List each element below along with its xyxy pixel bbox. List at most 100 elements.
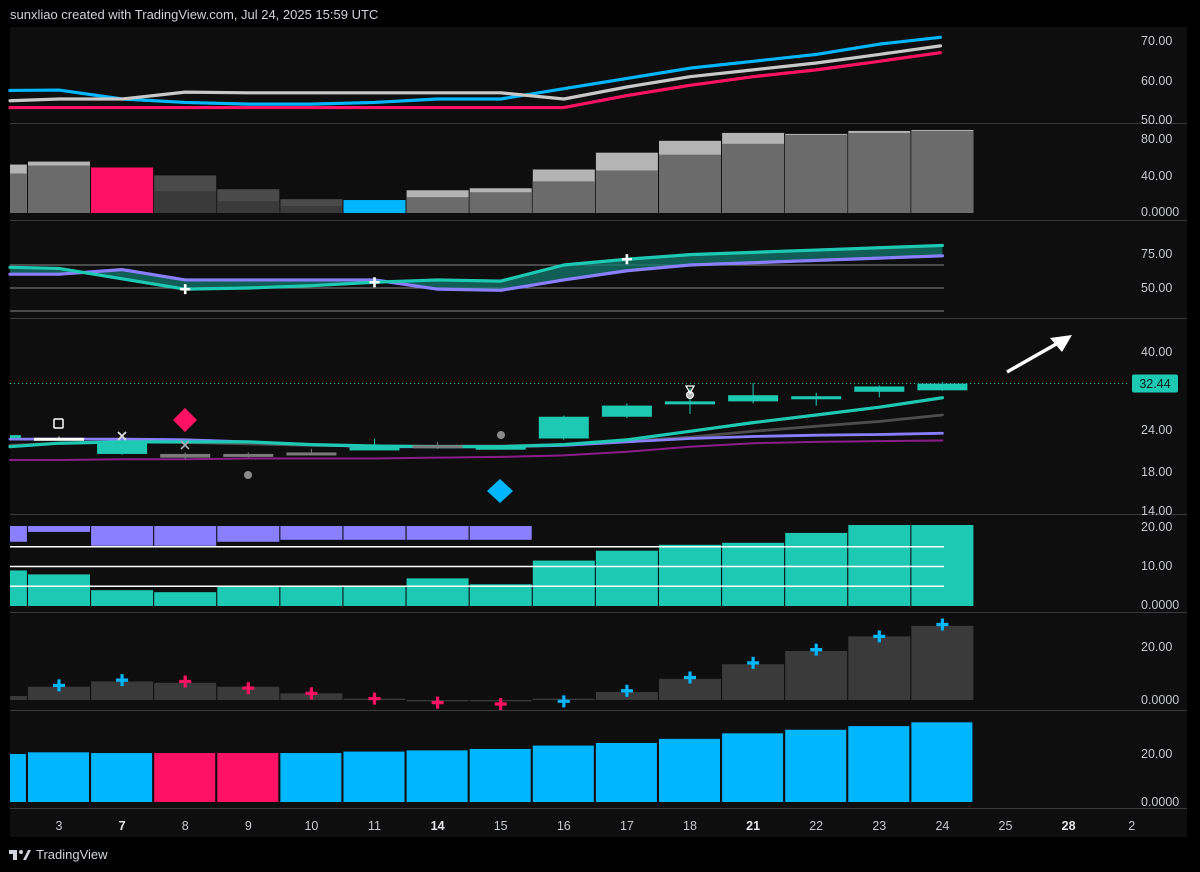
pane-4-tick: 14.00 [1141,504,1172,518]
last-price-badge [1132,374,1178,393]
signal-dot-icon [497,431,505,439]
pane-6-cross-marker-icon [368,692,381,705]
pane-6-bar [28,686,90,700]
pane-3-oscillator[interactable] [8,243,945,312]
pane-5-bar [785,532,848,606]
x-tick-label: 9 [245,819,252,833]
pane-2-bar-inner [154,191,217,213]
pane-5-bar [91,590,154,606]
pane-6-cross-marker-icon [873,630,886,643]
pane-5-bar [532,560,595,606]
pane-4-price[interactable] [0,381,1130,461]
pane-2-tick: 80.00 [1141,132,1172,146]
pane-5-bar [595,550,658,606]
pane-5-neg-bar [217,526,280,542]
candle-body [665,401,715,405]
pane-7-bar [532,745,594,802]
pane-5-bar [406,578,469,606]
pane-5-tick: 10.00 [1141,559,1172,573]
pane-2-bar-inner [343,200,406,213]
pane-7-bar [911,722,973,802]
pane-7-bar [91,753,153,802]
pane-1-line-3 [8,51,943,110]
pane-2-bar-inner [722,143,785,213]
pane-7-bar [217,753,279,802]
pane-2-bar-inner [532,181,595,213]
pane-2-bar-inner [280,206,343,213]
pane-1-moving-averages[interactable] [8,35,943,110]
pane-5-bar [28,574,90,606]
pane-2-bar-inner [28,165,90,213]
pane-7-bar [343,751,405,802]
pane-3-cloud [10,245,943,291]
pane-5-neg-bar [469,526,532,540]
pane-7-bar [10,754,26,802]
pane-6-cross-marker-icon [179,675,192,688]
chart-attribution: sunxliao created with TradingView.com, J… [10,7,379,22]
x-tick-label: 22 [809,819,823,833]
pane-7-bar [785,729,847,802]
pane-6-bar [154,682,217,700]
candle-body [538,416,589,439]
pane-2-bar-inner [911,130,974,213]
pane-1-line-1 [8,35,943,106]
pane-2-bar-inner [10,173,27,213]
candle-body [97,441,148,454]
x-tick-label: 10 [304,819,318,833]
pane-7-bar [659,738,720,802]
pane-4-ma-line [8,396,945,449]
pane-6-tick: 20.00 [1141,640,1172,654]
pane-6-bar [10,696,27,700]
candle-body [728,395,779,402]
x-tick-label: 28 [1062,819,1076,833]
pane-5-bar [154,592,217,606]
pane-1-tick: 60.00 [1141,74,1172,88]
pane-7-tick: 0.0000 [1141,795,1179,809]
pane-6-cross-marker-icon [494,697,507,710]
buy-diamond-icon [487,479,513,503]
pane-5-neg-bar [28,526,90,532]
candle-body [34,437,84,441]
pane-7-strength[interactable] [10,722,973,802]
pane-6-tick: 0.0000 [1141,693,1179,707]
pane-6-cross-marker-icon [53,679,65,692]
signal-cross-icon [180,440,190,450]
x-tick-label: 25 [999,819,1013,833]
annotations: 32.44 [53,335,1178,503]
pane-2-bar-inner [595,170,658,213]
pane-1-line-2 [8,44,943,103]
x-tick-label: 18 [683,819,697,833]
pane-2-bar-inner [848,132,911,213]
pane-5-volume-bars[interactable] [10,525,974,606]
x-tick-label: 23 [872,819,886,833]
pane-7-bar [469,748,531,802]
x-tick-label: 11 [368,819,381,833]
pane-2-tick: 0.0000 [1141,205,1179,219]
pane-5-bar [659,544,721,606]
chart-background [10,27,1187,837]
pane-5-bar [911,525,974,606]
pane-4-tick: 40.00 [1141,345,1172,359]
pane-5-bar [217,586,280,606]
signal-square-icon [53,418,64,429]
pane-2-histogram[interactable] [10,129,974,213]
pane-5-neg-bar [10,526,27,542]
y-axes: 70.00 60.00 50.00 80.00 40.00 0.0000 75.00 50.0… [1141,34,1179,809]
pane-5-tick: 20.00 [1141,520,1172,534]
x-tick-label: 15 [494,819,508,833]
x-tick-label: 24 [935,819,949,833]
pane-7-bar [595,742,657,802]
trend-arrow-shaft [1006,341,1059,374]
pane-6-bar [91,681,154,700]
candle-body [791,396,842,400]
pane-6-bar [848,636,911,700]
x-tick-label: 8 [182,819,189,833]
pane-7-bar [154,753,216,802]
pane-4-tick: 18.00 [1141,465,1172,479]
pane-1-tick: 50.00 [1141,113,1172,127]
pane-3-tick: 50.00 [1141,281,1172,295]
pane-5-tick: 0.0000 [1141,598,1179,612]
pane-6-momentum[interactable] [10,618,974,710]
pane-2-bar-inner [469,192,532,213]
